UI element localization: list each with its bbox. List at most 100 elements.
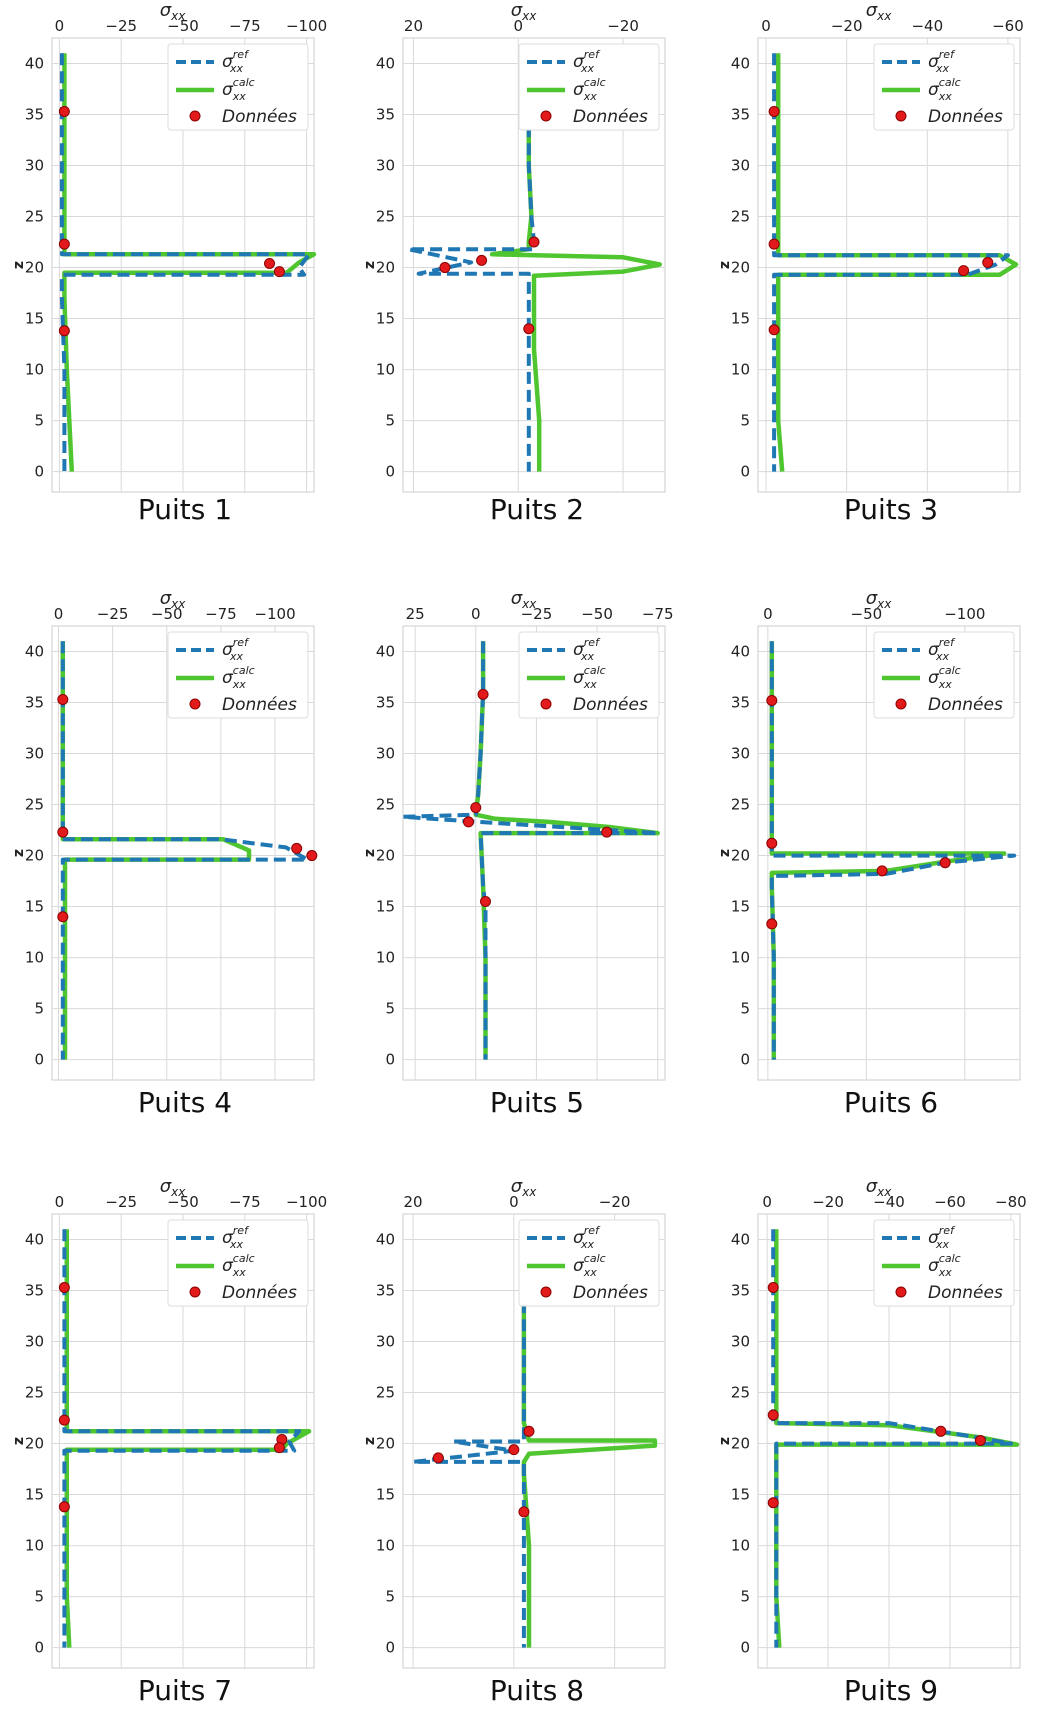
y-tick-label: 30 bbox=[25, 1333, 44, 1351]
x-tick-label: 0 bbox=[509, 1193, 519, 1211]
data-point bbox=[273, 266, 285, 278]
x-tick-label: −75 bbox=[642, 605, 674, 623]
x-tick-label: −25 bbox=[521, 605, 553, 623]
legend-calc-label: σcalc xx bbox=[928, 664, 961, 691]
data-point bbox=[58, 325, 70, 337]
y-tick-label: 15 bbox=[731, 1486, 750, 1504]
x-tick-label: −100 bbox=[254, 605, 295, 623]
legend-data-swatch bbox=[540, 698, 552, 710]
panel-title: Puits 6 bbox=[844, 1086, 938, 1119]
y-tick-label: 40 bbox=[25, 643, 44, 661]
y-tick-label: 15 bbox=[376, 1486, 395, 1504]
x-tick-label: −100 bbox=[944, 605, 985, 623]
data-point bbox=[306, 850, 318, 862]
y-axis-label: z bbox=[717, 261, 733, 269]
legend-data-swatch bbox=[189, 110, 201, 122]
x-axis-label: σxx bbox=[866, 0, 893, 23]
legend-data-label: Données bbox=[928, 1283, 1003, 1303]
legend-box bbox=[873, 631, 1015, 719]
x-tick-label: −50 bbox=[167, 17, 199, 35]
ref-line bbox=[62, 1229, 302, 1648]
data-point bbox=[477, 688, 489, 700]
y-tick-label: 15 bbox=[25, 310, 44, 328]
x-tick-label: −50 bbox=[851, 605, 883, 623]
y-tick-label: 35 bbox=[25, 1282, 44, 1300]
y-tick-label: 25 bbox=[731, 1384, 750, 1402]
data-point bbox=[768, 238, 780, 250]
legend-data-label: Données bbox=[222, 1283, 297, 1303]
y-tick-label: 35 bbox=[376, 1282, 395, 1300]
y-axis-label: z bbox=[717, 1437, 733, 1445]
y-tick-label: 10 bbox=[25, 1537, 44, 1555]
y-tick-label: 10 bbox=[25, 949, 44, 967]
data-point bbox=[518, 1506, 530, 1518]
x-tick-label: 0 bbox=[471, 605, 481, 623]
legend-calc-label: σcalc xx bbox=[573, 76, 606, 103]
legend-ref-label: σref xx bbox=[222, 1224, 250, 1251]
legend-data-swatch bbox=[189, 1286, 201, 1298]
y-tick-label: 20 bbox=[25, 847, 44, 865]
y-tick-label: 0 bbox=[34, 1639, 44, 1657]
legend-calc-label: σcalc xx bbox=[222, 1252, 255, 1279]
x-tick-label: −75 bbox=[205, 605, 237, 623]
y-tick-label: 35 bbox=[376, 106, 395, 124]
y-tick-label: 20 bbox=[376, 259, 395, 277]
y-tick-label: 25 bbox=[376, 796, 395, 814]
y-tick-label: 25 bbox=[376, 1384, 395, 1402]
panel-title: Puits 3 bbox=[844, 493, 938, 526]
x-tick-label: −20 bbox=[607, 17, 639, 35]
ref-line bbox=[401, 641, 660, 1060]
y-tick-label: 5 bbox=[34, 412, 44, 430]
panel-4: 0 5 10 15 20 25 30 35 40 0 −25 −50 −75 −100 σxx z σref xx… bbox=[11, 588, 318, 1119]
x-tick-label: −80 bbox=[995, 1193, 1027, 1211]
data-point bbox=[601, 826, 613, 838]
y-tick-label: 40 bbox=[731, 1231, 750, 1249]
y-tick-label: 25 bbox=[25, 796, 44, 814]
x-axis-label: σxx bbox=[160, 0, 187, 23]
y-tick-label: 20 bbox=[731, 259, 750, 277]
x-tick-label: −20 bbox=[599, 1193, 631, 1211]
legend-box bbox=[167, 43, 309, 131]
x-tick-label: −50 bbox=[581, 605, 613, 623]
data-point bbox=[432, 1452, 444, 1464]
x-tick-label: −40 bbox=[911, 17, 943, 35]
y-tick-label: 15 bbox=[376, 898, 395, 916]
legend-calc-label: σcalc xx bbox=[928, 76, 961, 103]
panel-title: Puits 4 bbox=[138, 1086, 232, 1119]
panel-title: Puits 2 bbox=[490, 493, 584, 526]
legend-ref-label: σref xx bbox=[222, 48, 250, 75]
legend-ref-label: σref xx bbox=[928, 48, 956, 75]
legend-ref-label: σref xx bbox=[573, 48, 601, 75]
data-point bbox=[470, 802, 482, 814]
y-tick-label: 5 bbox=[34, 1000, 44, 1018]
y-tick-label: 15 bbox=[376, 310, 395, 328]
legend-ref-label: σref xx bbox=[928, 636, 956, 663]
x-tick-label: 0 bbox=[762, 1193, 772, 1211]
x-tick-label: −25 bbox=[105, 17, 137, 35]
data-point bbox=[768, 324, 780, 336]
legend-data-label: Données bbox=[928, 695, 1003, 715]
x-tick-label: 20 bbox=[404, 17, 423, 35]
y-tick-label: 30 bbox=[25, 157, 44, 175]
data-point bbox=[939, 857, 951, 869]
x-tick-label: 0 bbox=[55, 17, 65, 35]
data-point bbox=[57, 826, 69, 838]
y-axis-label: z bbox=[11, 261, 27, 269]
ref-line bbox=[769, 641, 1017, 1060]
y-tick-label: 20 bbox=[25, 1435, 44, 1453]
legend-data-swatch bbox=[895, 1286, 907, 1298]
y-tick-label: 35 bbox=[25, 106, 44, 124]
y-tick-label: 30 bbox=[25, 745, 44, 763]
x-axis-label: σxx bbox=[511, 588, 538, 611]
x-tick-label: −50 bbox=[167, 1193, 199, 1211]
legend-calc-label: σcalc xx bbox=[573, 664, 606, 691]
data-point bbox=[58, 1414, 70, 1426]
panel-5: 0 5 10 15 20 25 30 35 40 25 0 −25 −50 −75 σxx z σref xxσc… bbox=[362, 588, 674, 1119]
